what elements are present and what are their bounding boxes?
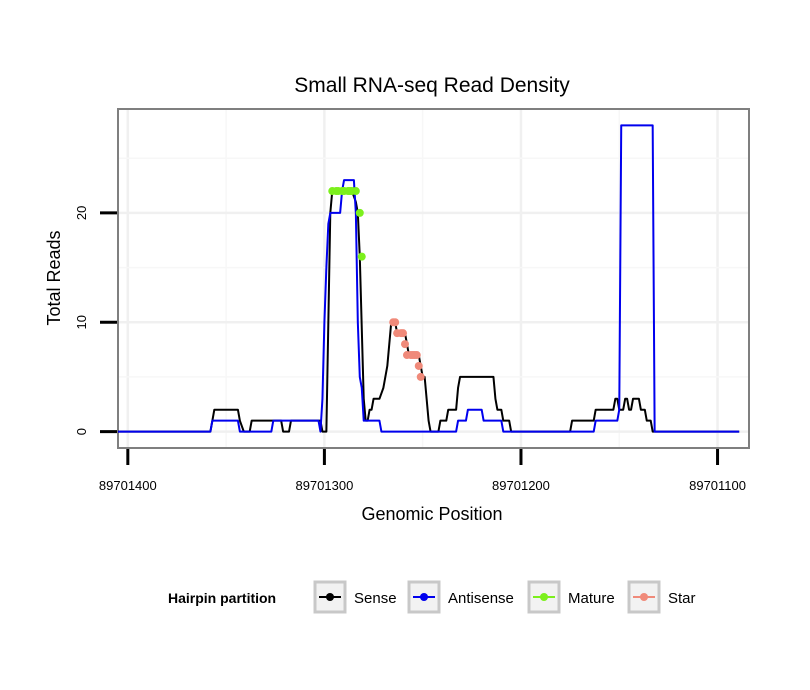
marker-point-mature [351, 187, 360, 196]
legend-key-dot [420, 593, 428, 601]
x-tick-label: 89701300 [295, 478, 353, 493]
legend-entry-star: Star [627, 580, 696, 614]
y-axis-title: Total Reads [44, 230, 64, 325]
y-tick-label: 20 [74, 206, 89, 220]
marker-layer [328, 187, 425, 381]
marker-point-star [414, 361, 423, 370]
y-axis: 0 10 20 [74, 206, 117, 435]
series-layer [118, 124, 740, 433]
x-tick-label: 89701100 [689, 478, 746, 493]
marker-point-mature [355, 208, 364, 217]
legend-label: Sense [354, 590, 397, 607]
legend-entry-sense: Sense [313, 580, 397, 614]
marker-point-star [399, 329, 408, 338]
x-axis: 89701400 89701300 89701200 89701100 [99, 449, 746, 493]
marker-point-star [416, 372, 425, 381]
marker-point-star [400, 340, 409, 349]
legend-entry-mature: Mature [527, 580, 615, 614]
legend-key-dot [640, 593, 648, 601]
legend-title: Hairpin partition [168, 590, 276, 606]
plot-panel-border [117, 108, 750, 449]
legend-entry-antisense: Antisense [407, 580, 514, 614]
legend: Hairpin partition Sense Antisense Mature St… [168, 580, 696, 614]
legend-key-dot [326, 593, 334, 601]
marker-point-star [412, 351, 421, 360]
marker-point-mature [357, 252, 366, 261]
chart-title: Small RNA-seq Read Density [294, 74, 570, 97]
x-axis-title: Genomic Position [361, 504, 502, 524]
y-tick-label: 10 [74, 315, 89, 329]
legend-label: Mature [568, 590, 615, 607]
x-tick-label: 89701400 [99, 478, 157, 493]
legend-key-dot [540, 593, 548, 601]
marker-point-star [391, 318, 400, 327]
series-line-antisense [118, 124, 740, 433]
y-tick-label: 0 [74, 428, 89, 435]
legend-label: Antisense [448, 590, 514, 607]
series-line-sense [118, 190, 740, 433]
x-tick-label: 89701200 [492, 478, 550, 493]
legend-label: Star [668, 590, 696, 607]
